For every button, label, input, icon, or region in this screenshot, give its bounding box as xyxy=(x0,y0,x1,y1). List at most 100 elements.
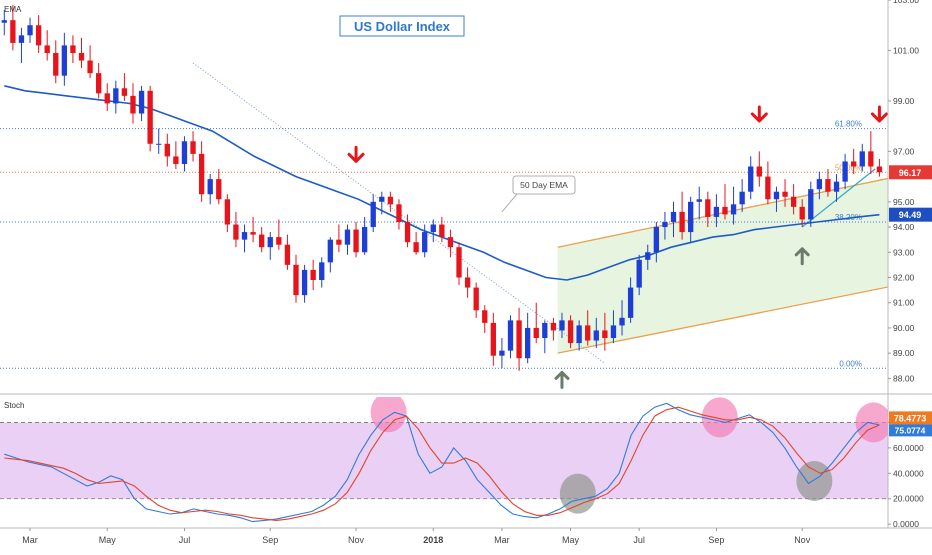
candle-body xyxy=(610,325,617,339)
price-tick-label-1: 101.00 xyxy=(893,45,919,55)
candle-body xyxy=(104,93,110,104)
candle-body xyxy=(87,60,93,74)
price-badge-label-0: 96.17 xyxy=(899,168,922,178)
candle-body xyxy=(44,45,50,53)
candle-body xyxy=(739,191,745,205)
candle-body xyxy=(868,151,874,167)
candle-body xyxy=(370,201,376,228)
candle-body xyxy=(319,262,325,281)
candle-body xyxy=(61,45,68,76)
candle-body xyxy=(696,199,702,202)
candle-body xyxy=(808,189,814,220)
candle-body xyxy=(216,179,222,200)
candle-body xyxy=(113,88,119,104)
candle-body xyxy=(396,204,402,222)
time-tick-label-2: Jul xyxy=(179,535,191,545)
candle-body xyxy=(756,166,762,177)
candle-body xyxy=(207,179,213,195)
candle-body xyxy=(473,287,479,311)
price-badge-label-1: 94.49 xyxy=(899,210,922,220)
price-tick-label-5: 94.00 xyxy=(893,222,915,232)
stoch-label: Stoch xyxy=(4,401,24,410)
candle-body xyxy=(773,191,780,200)
candle-body xyxy=(327,239,333,263)
indicator-label: EMA xyxy=(4,5,22,14)
time-tick-label-4: Nov xyxy=(348,535,365,545)
time-tick-label-8: Jul xyxy=(633,535,645,545)
candle-body xyxy=(765,176,771,200)
candle-body xyxy=(593,330,599,341)
candle-body xyxy=(499,350,505,356)
candle-body xyxy=(533,327,539,339)
fib-label-1: 50.00% xyxy=(835,163,862,172)
fib-label-0: 61.80% xyxy=(835,120,862,129)
candle-body xyxy=(799,206,805,220)
price-badge-0 xyxy=(889,165,932,180)
candle-body xyxy=(35,25,42,46)
time-tick-label-9: Sep xyxy=(708,535,724,545)
candle-body xyxy=(645,252,651,260)
time-tick-label-5: 2018 xyxy=(423,535,443,545)
candle-body xyxy=(730,204,737,215)
candle-body xyxy=(53,52,59,76)
time-tick-label-3: Sep xyxy=(262,535,278,545)
candle-body xyxy=(816,179,823,190)
candle-body xyxy=(387,196,394,205)
channel-lower-line xyxy=(557,286,888,354)
stoch-band-fill xyxy=(0,422,888,499)
candle-body xyxy=(353,229,359,253)
price-tick-label-10: 89.00 xyxy=(893,348,915,358)
candle-body xyxy=(550,322,557,331)
candle-body xyxy=(130,95,136,114)
price-tick-label-0: 103.00 xyxy=(893,0,919,5)
stoch-highlight-2 xyxy=(701,397,738,438)
candle-body xyxy=(713,206,720,217)
candle-body xyxy=(250,232,256,235)
candle-body xyxy=(241,232,248,240)
candle-body xyxy=(507,320,514,351)
candle-body xyxy=(284,244,291,265)
candle-body xyxy=(439,224,445,238)
candle-body xyxy=(18,35,25,43)
candle-body xyxy=(293,264,299,296)
candle-body xyxy=(705,199,711,217)
stoch-k-value: 78.4773 xyxy=(894,413,927,423)
time-tick-label-0: Mar xyxy=(22,535,38,545)
candle-body xyxy=(173,156,179,164)
candle-body xyxy=(78,52,85,61)
price-tick-label-2: 99.00 xyxy=(893,96,915,106)
stoch-tick-label-3: 20.0000 xyxy=(893,494,924,504)
candle-body xyxy=(833,181,840,192)
annotation-pointer xyxy=(501,193,518,213)
candle-body xyxy=(542,322,548,339)
candle-body xyxy=(842,161,848,182)
candle-body xyxy=(310,269,316,281)
stoch-d-value: 75.0774 xyxy=(895,425,926,435)
candle-body xyxy=(190,141,196,154)
down-arrow-0 xyxy=(347,145,365,163)
candle-body xyxy=(70,45,76,53)
candle-body xyxy=(1,20,7,23)
candle-body xyxy=(447,237,454,248)
stoch-highlight-3 xyxy=(796,460,833,501)
candle-body xyxy=(138,90,145,114)
price-tick-label-8: 91.00 xyxy=(893,298,915,308)
candle-body xyxy=(464,277,471,288)
time-tick-label-7: May xyxy=(562,535,580,545)
candle-body xyxy=(147,90,153,144)
chart-title: US Dollar Index xyxy=(354,19,451,34)
candle-body xyxy=(96,73,102,94)
time-tick-label-10: Nov xyxy=(794,535,811,545)
candle-body xyxy=(782,191,788,197)
channel-fill xyxy=(557,178,888,354)
price-tick-label-3: 97.00 xyxy=(893,146,915,156)
candle-body xyxy=(559,320,565,331)
stoch-tick-label-2: 40.0000 xyxy=(893,468,924,478)
candle-body xyxy=(790,196,797,207)
stoch-k-badge xyxy=(889,411,932,425)
candle-body xyxy=(602,330,608,339)
stoch-tick-label-1: 60.0000 xyxy=(893,443,924,453)
candle-body xyxy=(859,151,865,167)
main-panel xyxy=(0,0,888,391)
